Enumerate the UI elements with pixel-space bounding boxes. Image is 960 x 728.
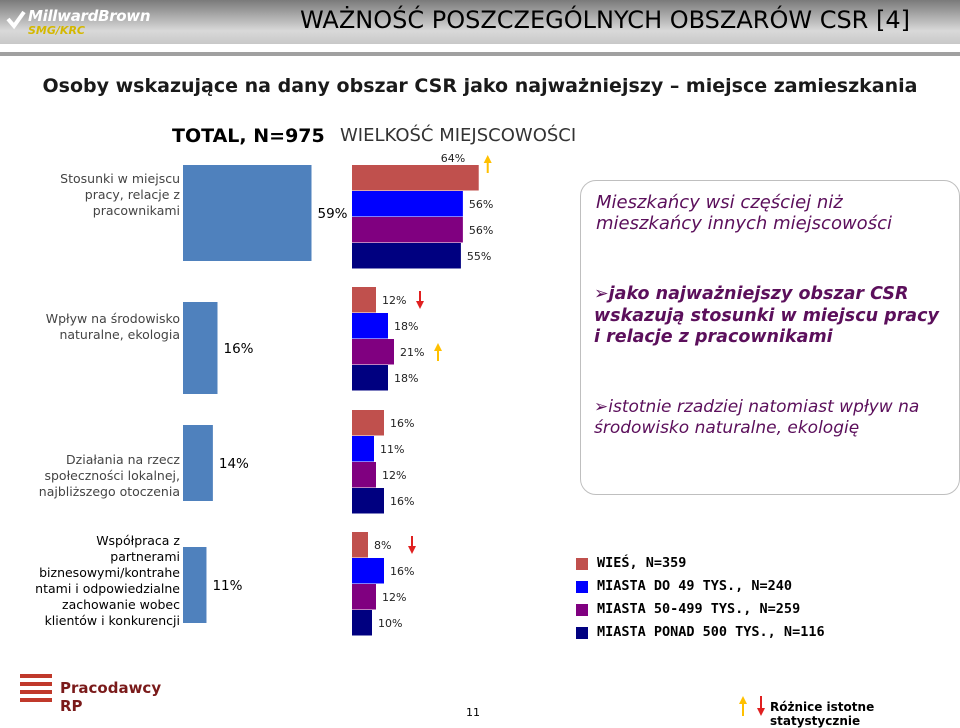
legend-label: MIASTA DO 49 TYS., N=240: [597, 578, 793, 594]
category-label-line: partnerami: [110, 549, 180, 564]
series-value-label: 12%: [382, 294, 406, 307]
series-bar: [352, 488, 384, 514]
significance-up-arrow-icon: [434, 343, 442, 361]
note-environment-less-text: istotnie rzadziej natomiast wpływ na śro…: [594, 397, 920, 438]
logo-sub-text: SMG/KRC: [28, 24, 85, 37]
note-workplace-relations-text: jako najważniejszy obszar CSR wskazują s…: [594, 284, 939, 347]
series-bar: [352, 313, 388, 339]
page-number: 11: [466, 706, 480, 719]
series-bar: [352, 410, 384, 436]
series-bar: [352, 165, 479, 191]
total-value-label: 14%: [219, 456, 249, 472]
total-value-label: 16%: [223, 341, 253, 357]
total-bar: [183, 547, 207, 623]
size-column-header: WIELKOŚĆ MIEJSCOWOŚCI: [340, 125, 577, 146]
category-label-line: społeczności lokalnej,: [44, 468, 180, 483]
series-value-label: 16%: [390, 417, 414, 430]
title-divider: [0, 52, 960, 56]
total-bar: [183, 302, 218, 394]
series-bar: [352, 243, 461, 269]
series-bar: [352, 339, 394, 365]
pracodawcy-rp-text: Pracodawcy RP: [60, 679, 162, 715]
category-label: Wpływ na środowisko naturalne, ekologia: [4, 311, 180, 343]
category-label-line: najbliższego otoczenia: [38, 484, 180, 499]
total-value-label: 59%: [318, 206, 348, 222]
series-bar: [352, 287, 376, 313]
note-environment-less: ➢istotnie rzadziej natomiast wpływ na śr…: [594, 397, 948, 439]
series-value-label: 12%: [382, 469, 406, 482]
millward-brown-logo: MillwardBrown SMG/KRC: [6, 4, 156, 40]
slide-title: WAŻNOŚĆ POSZCZEGÓLNYCH OBSZARÓW CSR [4]: [300, 6, 910, 34]
category-label-line: pracy, relacje z: [84, 187, 180, 202]
legend-swatch: [576, 581, 588, 593]
significance-arrows-icon: [739, 696, 765, 716]
significance-note: Różnice istotne statystycznie: [770, 700, 875, 728]
header-bar: [0, 0, 960, 44]
significance-down-arrow-icon: [408, 536, 416, 554]
total-value-label: 11%: [212, 578, 242, 594]
bar-chart: 59% 64% 56% 56% 55% 16% 12% 18% 21% 18% 14% 16% 11% 1…: [183, 152, 493, 636]
total-bar: [183, 165, 312, 261]
arrow-bullet-icon: ➢: [594, 284, 609, 304]
total-bar: [183, 425, 213, 501]
logo-check-icon: [6, 10, 26, 30]
legend-label: MIASTA PONAD 500 TYS., N=116: [597, 624, 825, 640]
series-bar: [352, 436, 374, 462]
series-value-label: 8%: [374, 539, 391, 552]
note-rural-more-often: Mieszkańcy wsi częściej niż mieszkańcy i…: [596, 192, 892, 234]
category-label-line: Wpływ na środowisko: [45, 311, 180, 326]
series-value-label: 18%: [394, 320, 418, 333]
category-label: Działania na rzecz społeczności lokalnej,…: [4, 452, 180, 500]
category-label-line: Współpraca z: [96, 533, 180, 548]
series-value-label: 11%: [380, 443, 404, 456]
pracodawcy-rp-logo: Pracodawcy RP: [20, 672, 170, 715]
series-bar: [352, 217, 463, 243]
series-bar: [352, 610, 372, 636]
pracodawcy-stripes-icon: [20, 674, 52, 702]
category-label: Współpraca z partnerami biznesowymi/kontra…: [4, 533, 180, 629]
legend-swatch: [576, 604, 588, 616]
series-value-label: 56%: [469, 224, 493, 237]
category-label-line: Działania na rzecz: [66, 452, 180, 467]
series-value-label: 10%: [378, 617, 402, 630]
slide-subtitle: Osoby wskazujące na dany obszar CSR jako…: [42, 75, 918, 97]
category-label-line: klientów i konkurencji: [44, 613, 180, 628]
series-value-label: 56%: [469, 198, 493, 211]
series-bar: [352, 558, 384, 584]
arrow-bullet-icon: ➢: [594, 397, 609, 417]
legend-label: WIEŚ, N=359: [597, 555, 687, 571]
significance-up-arrow-icon: [483, 155, 492, 173]
series-bar: [352, 584, 376, 610]
category-label-line: naturalne, ekologia: [59, 327, 180, 342]
category-label-line: zachowanie wobec: [62, 597, 180, 612]
series-value-label: 64%: [441, 152, 465, 165]
notes-box: [580, 180, 960, 495]
category-label: Stosunki w miejscu pracy, relacje z pracow…: [4, 171, 180, 219]
significance-down-arrow-icon: [416, 291, 424, 309]
series-value-label: 12%: [382, 591, 406, 604]
series-value-label: 55%: [467, 250, 491, 263]
category-label-line: pracownikami: [92, 203, 180, 218]
series-bar: [352, 365, 388, 391]
legend-swatch: [576, 558, 588, 570]
category-label-line: Stosunki w miejscu: [60, 171, 180, 186]
series-value-label: 16%: [390, 565, 414, 578]
series-value-label: 18%: [394, 372, 418, 385]
logo-brand-text: MillwardBrown: [28, 7, 151, 25]
total-column-header: TOTAL, N=975: [172, 125, 325, 147]
series-bar: [352, 532, 368, 558]
legend-label: MIASTA 50-499 TYS., N=259: [597, 601, 801, 617]
series-bar: [352, 462, 376, 488]
series-value-label: 21%: [400, 346, 424, 359]
series-value-label: 16%: [390, 495, 414, 508]
legend-swatch: [576, 627, 588, 639]
category-label-line: biznesowymi/kontrahe: [39, 565, 180, 580]
series-bar: [352, 191, 463, 217]
category-label-line: ntami i odpowiedzialne: [35, 581, 180, 596]
note-workplace-relations: ➢jako najważniejszy obszar CSR wskazują …: [594, 284, 948, 349]
